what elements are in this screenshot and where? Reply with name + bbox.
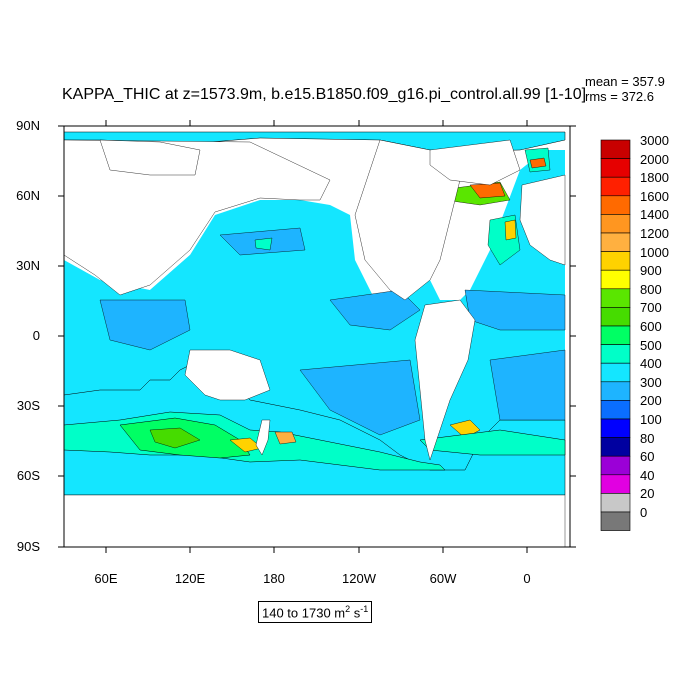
range-unit-sup1: 2 (345, 604, 351, 614)
colorbar-box (600, 511, 631, 531)
colorbar-box (600, 400, 631, 420)
colorbar-label: 900 (640, 263, 662, 279)
colorbar-box (600, 176, 631, 197)
lat-label-90n: 90N (16, 118, 40, 133)
colorbar-box (600, 437, 631, 457)
lon-ticks (105, 120, 528, 553)
colorbar-label: 1000 (640, 244, 669, 260)
lat-label-30s: 30S (16, 398, 40, 413)
colorbar-label: 1200 (640, 226, 669, 241)
colorbar-box (600, 418, 631, 438)
stats: mean = 357.9 rms = 372.6 (585, 74, 665, 104)
colorbar-box (600, 362, 631, 383)
colorbar-box (600, 307, 631, 327)
mean-value: mean = 357.9 (585, 74, 665, 89)
colorbar-box (600, 269, 631, 290)
colorbar-label: 600 (640, 319, 662, 334)
range-unit-mid: s (350, 605, 361, 621)
colorbar-label: 800 (640, 281, 662, 297)
rms-value: rms = 372.6 (585, 89, 655, 104)
colorbar-label: 200 (640, 393, 662, 409)
colorbar-label: 700 (640, 300, 662, 316)
colorbar-label: 1400 (640, 207, 669, 223)
colorbar-label: 1800 (640, 170, 669, 186)
lon-label-120w: 120W (342, 571, 376, 586)
lat-label-90s: 90S (16, 539, 40, 554)
colorbar-box (600, 344, 631, 364)
range-text: 140 to 1730 m (262, 605, 346, 621)
colorbar-box (600, 158, 631, 178)
lon-label-0: 0 (523, 571, 531, 586)
colorbar-label: 3000 (640, 133, 669, 148)
ocean-field (63, 131, 566, 496)
colorbar-label: 400 (640, 356, 662, 372)
colorbar-box (600, 325, 631, 345)
colorbar-label: 500 (640, 337, 662, 353)
colorbar-box (600, 493, 631, 513)
lon-label-60w: 60W (429, 571, 457, 586)
map-title: KAPPA_THIC at z=1573.9m, b.e15.B1850.f09… (62, 86, 587, 103)
colorbar-box (600, 139, 631, 159)
colorbar (600, 139, 631, 531)
lat-label-30n: 30N (16, 258, 40, 273)
lon-label-180: 180 (263, 571, 285, 586)
colorbar-box (600, 214, 631, 234)
lat-label-60s: 60S (16, 468, 40, 483)
colorbar-label: 60 (640, 449, 655, 465)
colorbar-box (600, 381, 631, 401)
lon-label-60e: 60E (94, 571, 118, 586)
land-masks (63, 139, 566, 548)
range-label: 140 to 1730 m2 s-1 (258, 601, 373, 624)
colorbar-label: 100 (640, 412, 662, 427)
lat-label-60n: 60N (16, 188, 40, 203)
colorbar-label: 80 (640, 430, 655, 446)
colorbar-label: 40 (640, 467, 655, 483)
lon-label-120e: 120E (174, 571, 206, 586)
colorbar-box (600, 474, 631, 494)
colorbar-label: 20 (640, 486, 655, 502)
range-unit-sup2: -1 (360, 604, 369, 614)
colorbar-box (600, 195, 631, 215)
colorbar-box (600, 455, 631, 476)
colorbar-label: 1600 (640, 188, 669, 204)
colorbar-label: 0 (640, 505, 648, 520)
colorbar-label: 300 (640, 374, 662, 390)
colorbar-box (600, 288, 631, 308)
lat-label-0: 0 (32, 328, 40, 343)
colorbar-label: 2000 (640, 151, 669, 167)
colorbar-box (600, 232, 631, 252)
colorbar-box (600, 251, 631, 271)
lat-ticks (58, 125, 576, 548)
